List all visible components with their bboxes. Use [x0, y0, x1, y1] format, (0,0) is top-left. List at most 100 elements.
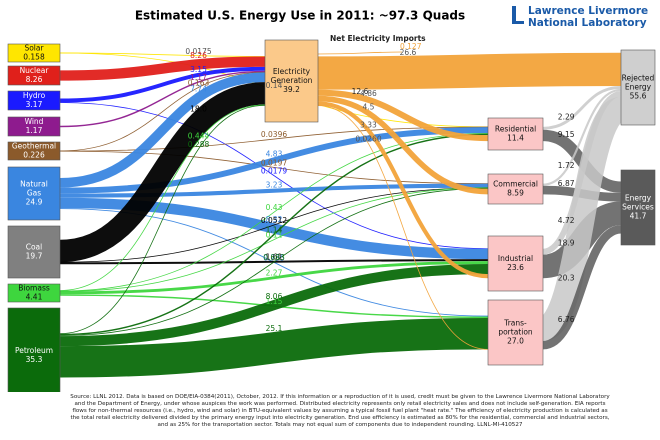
flow: [542, 85, 622, 130]
flow: [317, 101, 489, 279]
flow: [317, 51, 403, 55]
node-label: Residential: [495, 125, 536, 134]
node-label: Coal: [26, 243, 43, 252]
flow-label: 0.43: [266, 203, 283, 212]
node-box: [487, 235, 544, 292]
node-label: Commercial: [493, 180, 538, 189]
node-label: Industrial: [498, 254, 533, 263]
flow: [59, 70, 266, 128]
node-value: 8.26: [26, 75, 43, 84]
labels: 0.0175 0.14 8.26 3.15 0.0179 1.170.163 0.0396 0…: [185, 34, 574, 333]
node-label: Geothermal: [12, 142, 56, 151]
flow: [542, 225, 622, 350]
node-label: Electricity Generation: [271, 67, 313, 85]
logo-text: National Laboratory: [528, 17, 647, 29]
node-value: 27.0: [507, 337, 524, 346]
node-value: 0.127: [400, 42, 422, 51]
flow: [59, 102, 489, 250]
node-box: [487, 173, 544, 205]
node-label: Wind: [25, 117, 44, 126]
flow-label: 8.26: [190, 51, 207, 60]
node-value: 41.7: [630, 212, 647, 221]
flow-label: 1.14: [266, 225, 283, 234]
flow: [542, 88, 622, 186]
flow-label: 4.86: [360, 89, 377, 98]
flow-label: 0.163: [188, 78, 210, 87]
source-note: Source: LLNL 2012. Data is based on DOE/…: [70, 394, 610, 428]
node-box: [7, 307, 61, 392]
flow-label: 1.15: [266, 297, 283, 306]
node-box: [620, 169, 656, 246]
node-value: 8.59: [507, 189, 524, 198]
flow-label: 1.72: [558, 161, 575, 170]
flow: [59, 264, 489, 347]
flow: [59, 133, 489, 336]
node-box: [7, 65, 61, 86]
node-value: 3.17: [26, 100, 43, 109]
node-value: 19.7: [26, 252, 43, 261]
node-box: [7, 166, 61, 221]
delivered-label: 12.6: [352, 87, 369, 96]
logo-mark: [512, 21, 524, 24]
logo-mark: [512, 6, 516, 24]
node-box: [264, 39, 319, 123]
flow-label: 0.0175: [185, 47, 211, 56]
flow-label: 0.14: [266, 81, 283, 90]
flow-label: 18.0: [190, 104, 207, 113]
flow: [59, 187, 489, 292]
flow-label: 0.735: [263, 253, 285, 262]
node-value: 24.9: [26, 198, 43, 207]
flow: [317, 105, 489, 350]
flow-label: 4.5: [363, 102, 375, 111]
node-box: [7, 141, 61, 161]
flow-label: 0.683: [263, 253, 285, 262]
flow: [59, 127, 489, 194]
flow: [539, 96, 625, 341]
flow: [317, 89, 489, 142]
node-box: [7, 283, 61, 303]
nodes: Solar0.158Nuclear8.26Hydro3.17Wind1.17Ge…: [7, 39, 656, 392]
flow: [59, 104, 266, 291]
flow: [59, 52, 266, 57]
node-label: Hydro: [23, 91, 46, 100]
flow-label: 0.0512: [261, 216, 287, 225]
flow: [317, 95, 489, 195]
node-value: 0.158: [23, 53, 45, 62]
node-box: [487, 299, 544, 366]
flow-label: 4.72: [558, 216, 575, 225]
flow-label: 3.23: [266, 181, 283, 190]
node-value: 55.6: [630, 92, 647, 101]
node-box: [7, 43, 61, 63]
flow-label: 1.61: [266, 253, 283, 262]
logo-text: Lawrence Livermore: [528, 5, 648, 17]
node-box: [487, 117, 544, 151]
flow: [59, 66, 266, 103]
node-label: Biomass: [18, 284, 50, 293]
flow-label: 6.76: [558, 315, 575, 324]
flow-label: 26.6: [400, 48, 417, 57]
node-box: [620, 49, 656, 126]
node-label: Petroleum: [15, 346, 53, 355]
flow: [59, 71, 266, 152]
node-label: Energy Services: [622, 194, 654, 212]
flow-label: 8.32: [266, 215, 283, 224]
flow: [59, 187, 489, 337]
flow: [59, 317, 489, 378]
node-label: Nuclear: [20, 66, 50, 75]
flow-label: 3.33: [360, 120, 377, 129]
flow: [59, 56, 266, 81]
flow-label: 7.74: [190, 85, 207, 94]
flow: [59, 187, 489, 263]
flow: [317, 52, 622, 90]
flow-label: 20.3: [558, 273, 575, 282]
flow: [59, 132, 489, 292]
flow-label: 0.288: [188, 140, 210, 149]
flow-label: 6.87: [558, 179, 575, 188]
node-label: Net Electricity Imports: [330, 34, 426, 43]
flow: [59, 72, 266, 188]
flow-label: 0.0396: [261, 130, 287, 139]
node-value: 0.226: [23, 151, 45, 160]
flow-label: 1.17: [190, 73, 207, 82]
flow: [59, 104, 266, 335]
